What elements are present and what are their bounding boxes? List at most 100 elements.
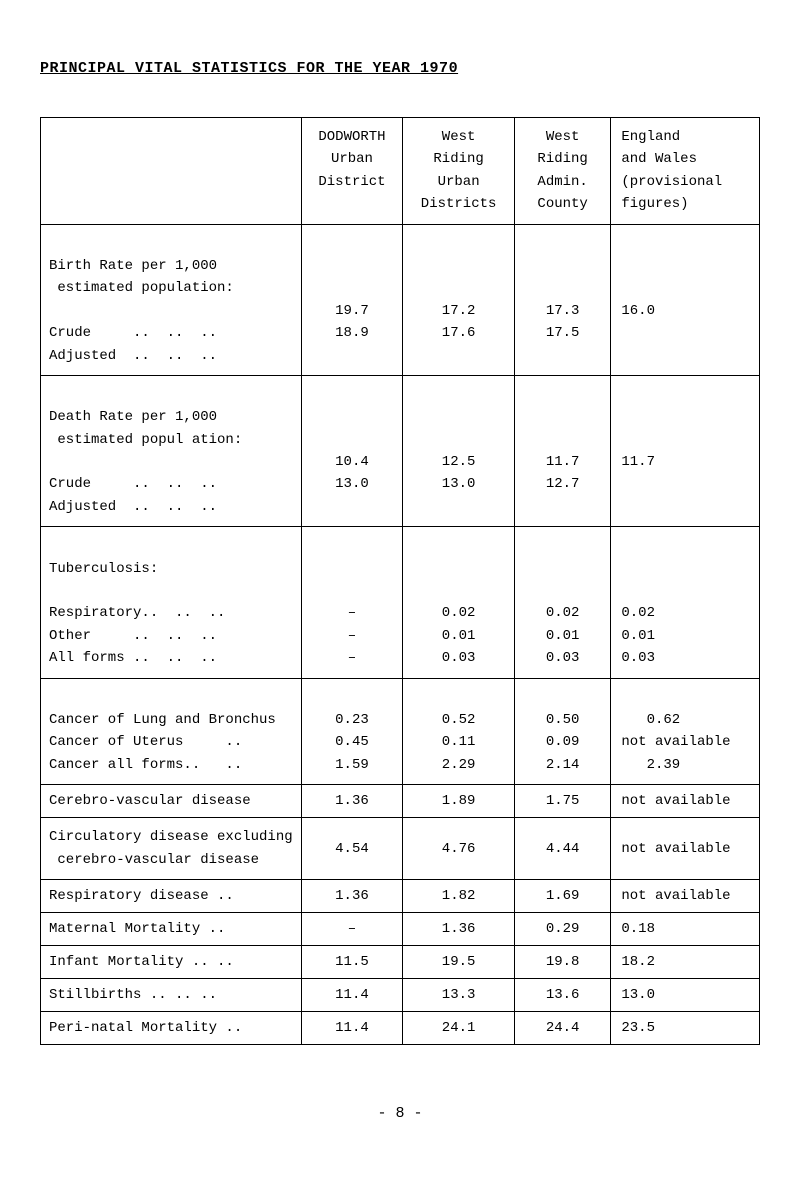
birth-lead: Birth Rate per 1,000 estimated populatio… (49, 258, 234, 296)
cancer-c3: 0.50 0.09 2.14 (514, 678, 610, 785)
cancer-all-c1: 1.59 (335, 757, 369, 773)
peri-c2: 24.1 (403, 1011, 515, 1044)
tb-c1: – – – (301, 527, 403, 678)
death-c3: 11.7 12.7 (514, 375, 610, 526)
header-west-riding-urban: West Riding Urban Districts (403, 118, 515, 225)
maternal-c3: 0.29 (514, 912, 610, 945)
tb-c3: 0.02 0.01 0.03 (514, 527, 610, 678)
resp-dis-c2: 1.82 (403, 879, 515, 912)
infant-row: Infant Mortality .. .. 11.5 19.5 19.8 18… (41, 945, 760, 978)
infant-c1: 11.5 (301, 945, 403, 978)
cancer-lung-c3: 0.50 (546, 712, 580, 728)
tb-other-c2: 0.01 (442, 628, 476, 644)
birth-crude-c4: 16.0 (621, 303, 655, 319)
tb-resp-label: Respiratory.. .. .. (49, 605, 225, 621)
statistics-table: DODWORTH Urban District West Riding Urba… (40, 117, 760, 1045)
death-c1: 10.4 13.0 (301, 375, 403, 526)
resp-dis-label: Respiratory disease .. (41, 879, 302, 912)
death-adj-label: Adjusted .. .. .. (49, 499, 217, 515)
tb-lead: Tuberculosis: (49, 561, 158, 577)
cancer-c2: 0.52 0.11 2.29 (403, 678, 515, 785)
maternal-c1: – (301, 912, 403, 945)
resp-dis-c1: 1.36 (301, 879, 403, 912)
death-crude-c3: 11.7 (546, 454, 580, 470)
maternal-c4: 0.18 (611, 912, 760, 945)
cancer-all-c3: 2.14 (546, 757, 580, 773)
infant-label: Infant Mortality .. .. (41, 945, 302, 978)
death-rate-label: Death Rate per 1,000 estimated popul ati… (41, 375, 302, 526)
infant-c4: 18.2 (611, 945, 760, 978)
death-c2: 12.5 13.0 (403, 375, 515, 526)
cancer-lung-c2: 0.52 (442, 712, 476, 728)
cvd-c2: 1.89 (403, 785, 515, 818)
tb-other-c4: 0.01 (621, 628, 655, 644)
resp-dis-c3: 1.69 (514, 879, 610, 912)
still-c4: 13.0 (611, 978, 760, 1011)
header-dodworth: DODWORTH Urban District (301, 118, 403, 225)
header-england-wales: England and Wales (provisional figures) (611, 118, 760, 225)
circ-c2: 4.76 (403, 818, 515, 880)
cancer-lung-c4: 0.62 (647, 712, 681, 728)
birth-crude-c3: 17.3 (546, 303, 580, 319)
cancer-lung-label: Cancer of Lung and Bronchus (49, 712, 276, 728)
peri-c1: 11.4 (301, 1011, 403, 1044)
peri-c3: 24.4 (514, 1011, 610, 1044)
death-adj-c1: 13.0 (335, 476, 369, 492)
cancer-c1: 0.23 0.45 1.59 (301, 678, 403, 785)
peri-row: Peri-natal Mortality .. 11.4 24.1 24.4 2… (41, 1011, 760, 1044)
infant-c2: 19.5 (403, 945, 515, 978)
death-adj-c2: 13.0 (442, 476, 476, 492)
birth-c1: 19.7 18.9 (301, 224, 403, 375)
tb-c4: 0.02 0.01 0.03 (611, 527, 760, 678)
maternal-c2: 1.36 (403, 912, 515, 945)
still-label: Stillbirths .. .. .. (41, 978, 302, 1011)
birth-adj-label: Adjusted .. .. .. (49, 348, 217, 364)
death-crude-c4: 11.7 (621, 454, 655, 470)
tb-all-c2: 0.03 (442, 650, 476, 666)
circ-row: Circulatory disease excluding cerebro-va… (41, 818, 760, 880)
peri-c4: 23.5 (611, 1011, 760, 1044)
cancer-label: Cancer of Lung and Bronchus Cancer of Ut… (41, 678, 302, 785)
cancer-uterus-c2: 0.11 (442, 734, 476, 750)
tb-row: Tuberculosis: Respiratory.. .. .. Other … (41, 527, 760, 678)
tb-c2: 0.02 0.01 0.03 (403, 527, 515, 678)
birth-adj-c1: 18.9 (335, 325, 369, 341)
tb-label: Tuberculosis: Respiratory.. .. .. Other … (41, 527, 302, 678)
resp-dis-c4: not available (611, 879, 760, 912)
birth-adj-c3: 17.5 (546, 325, 580, 341)
cancer-all-label: Cancer all forms.. .. (49, 757, 242, 773)
birth-c3: 17.3 17.5 (514, 224, 610, 375)
cancer-row: Cancer of Lung and Bronchus Cancer of Ut… (41, 678, 760, 785)
tb-all-label: All forms .. .. .. (49, 650, 217, 666)
still-c1: 11.4 (301, 978, 403, 1011)
infant-c3: 19.8 (514, 945, 610, 978)
tb-resp-c3: 0.02 (546, 605, 580, 621)
tb-all-c1: – (348, 650, 356, 666)
tb-resp-c2: 0.02 (442, 605, 476, 621)
birth-rate-row: Birth Rate per 1,000 estimated populatio… (41, 224, 760, 375)
cancer-uterus-c1: 0.45 (335, 734, 369, 750)
death-crude-c2: 12.5 (442, 454, 476, 470)
birth-c4: 16.0 (611, 224, 760, 375)
cvd-row: Cerebro-vascular disease 1.36 1.89 1.75 … (41, 785, 760, 818)
circ-c4: not available (611, 818, 760, 880)
birth-rate-label: Birth Rate per 1,000 estimated populatio… (41, 224, 302, 375)
cvd-c4: not available (611, 785, 760, 818)
death-c4: 11.7 (611, 375, 760, 526)
tb-other-c1: – (348, 628, 356, 644)
tb-other-label: Other .. .. .. (49, 628, 217, 644)
still-c2: 13.3 (403, 978, 515, 1011)
tb-resp-c1: – (348, 605, 356, 621)
birth-crude-c1: 19.7 (335, 303, 369, 319)
death-adj-c3: 12.7 (546, 476, 580, 492)
tb-resp-c4: 0.02 (621, 605, 655, 621)
still-c3: 13.6 (514, 978, 610, 1011)
cancer-uterus-label: Cancer of Uterus .. (49, 734, 242, 750)
circ-c1: 4.54 (301, 818, 403, 880)
cancer-uterus-c4: not available (621, 734, 730, 750)
cancer-all-c2: 2.29 (442, 757, 476, 773)
maternal-label: Maternal Mortality .. (41, 912, 302, 945)
table-header-row: DODWORTH Urban District West Riding Urba… (41, 118, 760, 225)
still-row: Stillbirths .. .. .. 11.4 13.3 13.6 13.0 (41, 978, 760, 1011)
cvd-c3: 1.75 (514, 785, 610, 818)
